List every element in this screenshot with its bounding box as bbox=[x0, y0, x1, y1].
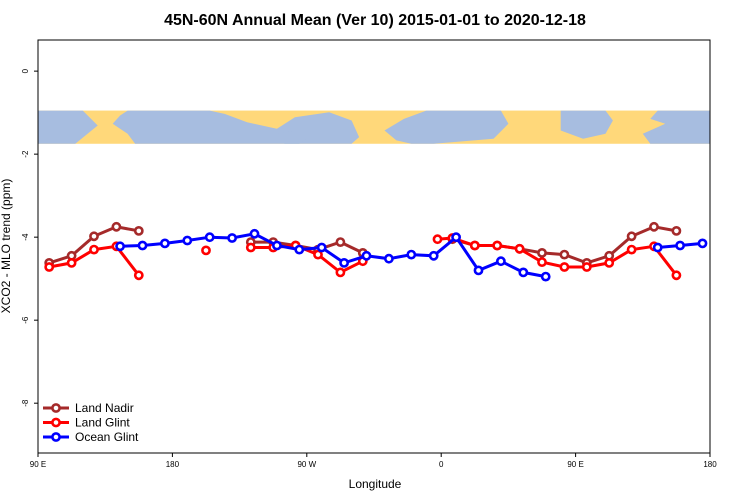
legend-item-land-nadir: Land Nadir bbox=[43, 401, 134, 415]
data-point-ocean-glint bbox=[495, 256, 506, 267]
y-tick-label: -4 bbox=[21, 233, 30, 241]
legend-swatch-marker bbox=[51, 432, 61, 442]
data-point-land-glint bbox=[514, 243, 525, 254]
legend-label: Ocean Glint bbox=[75, 430, 139, 444]
data-point-land-nadir bbox=[626, 231, 637, 242]
data-point-land-nadir bbox=[537, 247, 547, 258]
data-point-ocean-glint bbox=[652, 242, 663, 253]
x-tick-label: 90 E bbox=[30, 460, 46, 469]
y-tick-label: 0 bbox=[21, 68, 30, 73]
data-point-ocean-glint bbox=[249, 228, 260, 239]
plot-frame bbox=[37, 39, 711, 454]
data-point-land-glint bbox=[604, 257, 615, 268]
map-ocean-0 bbox=[38, 110, 98, 144]
data-point-land-glint bbox=[559, 262, 570, 272]
data-point-land-nadir bbox=[559, 249, 570, 260]
data-point-land-glint bbox=[432, 234, 443, 245]
data-point-ocean-glint bbox=[361, 250, 372, 261]
data-point-land-glint bbox=[313, 249, 323, 260]
data-point-land-glint bbox=[537, 257, 547, 267]
data-point-land-nadir bbox=[133, 225, 144, 236]
x-tick-label: 0 bbox=[439, 460, 444, 469]
data-point-land-glint bbox=[492, 240, 503, 251]
map-ocean-2 bbox=[384, 110, 509, 144]
legend-label: Land Nadir bbox=[75, 401, 134, 415]
data-point-land-glint bbox=[201, 245, 211, 256]
x-axis: 90 E 180 90 W 0 90 E 180 bbox=[30, 453, 717, 469]
data-point-ocean-glint bbox=[473, 265, 484, 276]
data-point-ocean-glint bbox=[339, 257, 349, 268]
y-axis-label: XCO2 - MLO trend (ppm) bbox=[0, 179, 13, 314]
data-point-ocean-glint bbox=[316, 242, 327, 253]
data-point-land-glint bbox=[581, 262, 592, 272]
legend-label: Land Glint bbox=[75, 416, 130, 430]
data-point-land-nadir bbox=[335, 237, 346, 247]
data-point-land-nadir bbox=[111, 221, 122, 232]
data-point-land-glint bbox=[89, 244, 99, 255]
data-point-land-glint bbox=[469, 240, 480, 251]
data-point-land-glint bbox=[671, 270, 682, 281]
data-point-ocean-glint bbox=[159, 238, 170, 249]
data-point-ocean-glint bbox=[383, 253, 394, 264]
data-point-ocean-glint bbox=[675, 240, 685, 251]
legend-swatch-marker bbox=[51, 403, 61, 413]
data-point-ocean-glint bbox=[182, 235, 193, 246]
data-point-ocean-glint bbox=[294, 244, 305, 255]
series-ocean-glint bbox=[115, 228, 708, 282]
data-point-land-glint bbox=[66, 257, 77, 268]
data-point-land-nadir bbox=[89, 231, 99, 242]
data-point-ocean-glint bbox=[115, 241, 125, 252]
series-layer bbox=[44, 221, 708, 282]
y-axis: 0 -2 -4 -6 -8 bbox=[21, 68, 38, 407]
world-map-band bbox=[38, 110, 710, 144]
legend-item-ocean-glint: Ocean Glint bbox=[43, 430, 139, 444]
data-point-land-nadir bbox=[671, 225, 682, 236]
data-point-land-glint bbox=[335, 267, 346, 278]
map-ocean-4 bbox=[642, 110, 710, 144]
data-point-ocean-glint bbox=[406, 249, 417, 260]
data-point-ocean-glint bbox=[451, 232, 461, 243]
map-ocean-5 bbox=[276, 130, 307, 144]
data-point-ocean-glint bbox=[697, 238, 708, 249]
data-point-land-glint bbox=[245, 242, 256, 253]
x-tick-label: 180 bbox=[166, 460, 180, 469]
data-point-land-nadir bbox=[649, 221, 659, 232]
data-point-ocean-glint bbox=[137, 240, 148, 251]
data-point-ocean-glint bbox=[518, 267, 529, 278]
y-tick-label: -6 bbox=[21, 316, 30, 324]
y-tick-label: -2 bbox=[21, 150, 30, 158]
chart-title: 45N-60N Annual Mean (Ver 10) 2015-01-01 … bbox=[164, 12, 586, 29]
x-axis-label: Longitude bbox=[349, 477, 402, 491]
legend-item-land-glint: Land Glint bbox=[43, 416, 130, 430]
x-tick-label: 180 bbox=[703, 460, 717, 469]
map-ocean-3 bbox=[560, 110, 613, 139]
data-point-ocean-glint bbox=[428, 250, 439, 261]
data-point-ocean-glint bbox=[540, 271, 551, 282]
data-point-land-glint bbox=[626, 244, 637, 255]
data-point-ocean-glint bbox=[271, 240, 282, 251]
legend-swatch-marker bbox=[51, 417, 61, 428]
data-point-land-glint bbox=[133, 270, 144, 281]
x-tick-label: 90 W bbox=[297, 460, 316, 469]
y-tick-label: -8 bbox=[21, 399, 30, 407]
x-tick-label: 90 E bbox=[567, 460, 583, 469]
data-point-ocean-glint bbox=[204, 232, 215, 243]
data-point-ocean-glint bbox=[227, 233, 237, 243]
data-point-land-glint bbox=[44, 262, 55, 272]
